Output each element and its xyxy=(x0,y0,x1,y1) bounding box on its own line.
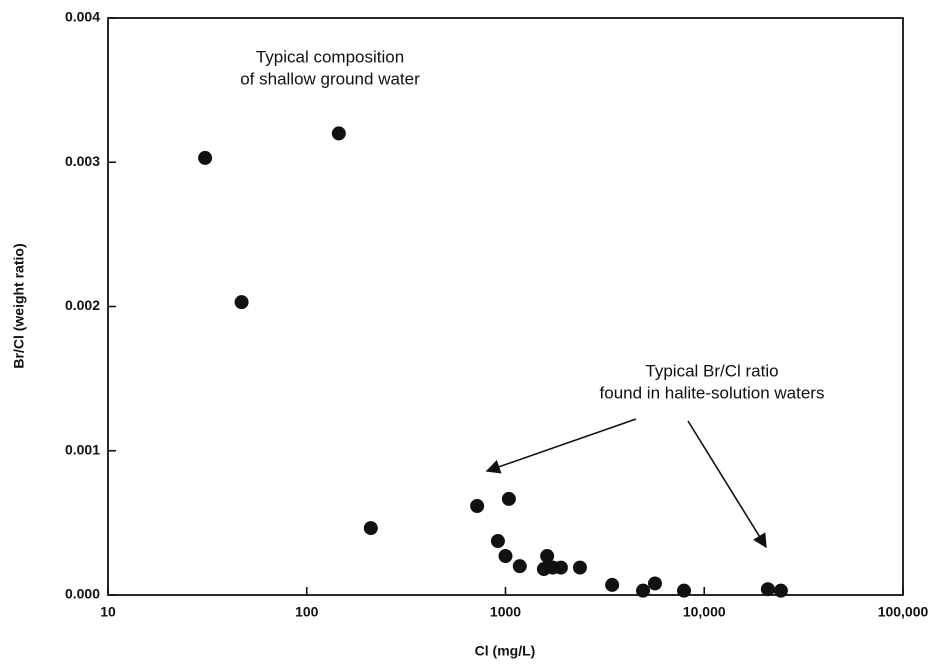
x-axis-label: Cl (mg/L) xyxy=(475,643,536,659)
point xyxy=(331,126,346,141)
point xyxy=(572,560,587,575)
x-tick-label: 1000 xyxy=(490,604,521,620)
point xyxy=(198,150,213,165)
point xyxy=(501,491,516,506)
point xyxy=(605,577,620,592)
y-tick-label: 0.001 xyxy=(65,441,100,457)
y-axis-label: Br/Cl (weight ratio) xyxy=(11,243,27,368)
x-tick-label: 100,000 xyxy=(878,604,929,620)
point xyxy=(470,498,485,513)
annotation: Typical Br/Cl ratio xyxy=(645,361,778,380)
point xyxy=(512,559,527,574)
y-tick-label: 0.004 xyxy=(65,9,100,25)
x-tick-label: 10,000 xyxy=(683,604,726,620)
point xyxy=(773,583,788,598)
y-tick-label: 0.002 xyxy=(65,297,100,313)
point xyxy=(490,534,505,549)
point xyxy=(760,582,775,597)
x-tick-label: 10 xyxy=(100,604,116,620)
y-tick-label: 0.000 xyxy=(65,586,100,602)
point xyxy=(498,549,513,564)
point xyxy=(234,295,249,310)
x-tick-label: 100 xyxy=(295,604,319,620)
y-tick-label: 0.003 xyxy=(65,153,100,169)
point xyxy=(540,549,555,564)
point xyxy=(636,583,651,598)
point xyxy=(647,576,662,591)
annotation: found in halite-solution waters xyxy=(600,383,825,402)
annotation: Typical composition xyxy=(256,47,404,66)
plot-frame xyxy=(107,17,904,596)
point xyxy=(553,560,568,575)
annotation: of shallow ground water xyxy=(240,69,420,88)
arrow xyxy=(687,420,767,549)
point xyxy=(677,583,692,598)
arrow xyxy=(485,418,637,474)
point xyxy=(363,521,378,536)
